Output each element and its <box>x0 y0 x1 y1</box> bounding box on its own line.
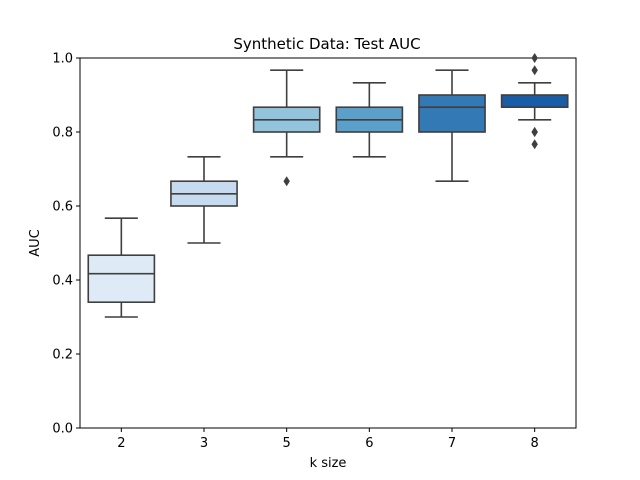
outlier-point <box>531 139 538 150</box>
outlier-point <box>531 65 538 76</box>
y-tick-label: 0.2 <box>52 348 73 363</box>
box-6 <box>335 81 404 158</box>
x-tick-label: 7 <box>448 436 456 451</box>
y-axis: 0.0 0.2 0.4 0.6 0.8 1.0 <box>52 52 80 437</box>
x-tick-label: 8 <box>531 436 539 451</box>
box-body <box>500 94 569 109</box>
y-tick-label: 0.8 <box>52 126 73 141</box>
x-tick-label: 3 <box>200 436 208 451</box>
box-3 <box>170 155 238 244</box>
plot-frame <box>79 57 577 429</box>
box-5 <box>252 69 321 187</box>
x-tick-label: 5 <box>283 436 291 451</box>
chart-title: Synthetic Data: Test AUC <box>233 35 420 53</box>
boxes-group <box>87 53 569 318</box>
box-8 <box>500 53 569 150</box>
x-tick-label: 2 <box>117 436 125 451</box>
x-axis-label: k size <box>310 456 347 471</box>
box-body <box>87 254 156 304</box>
y-tick-label: 0.4 <box>52 274 73 289</box>
x-axis: 2 3 5 6 7 8 <box>117 428 539 451</box>
y-tick-label: 1.0 <box>52 52 73 67</box>
y-axis-label: AUC <box>28 229 43 257</box>
outlier-point <box>531 127 538 137</box>
x-tick-label: 6 <box>365 436 373 451</box>
outlier-point <box>531 53 538 63</box>
y-tick-label: 0.0 <box>52 422 73 437</box>
box-body <box>418 94 486 133</box>
box-7 <box>418 69 486 183</box>
outlier-point <box>283 176 290 187</box>
box-2 <box>87 217 156 318</box>
y-tick-label: 0.6 <box>52 200 73 215</box>
